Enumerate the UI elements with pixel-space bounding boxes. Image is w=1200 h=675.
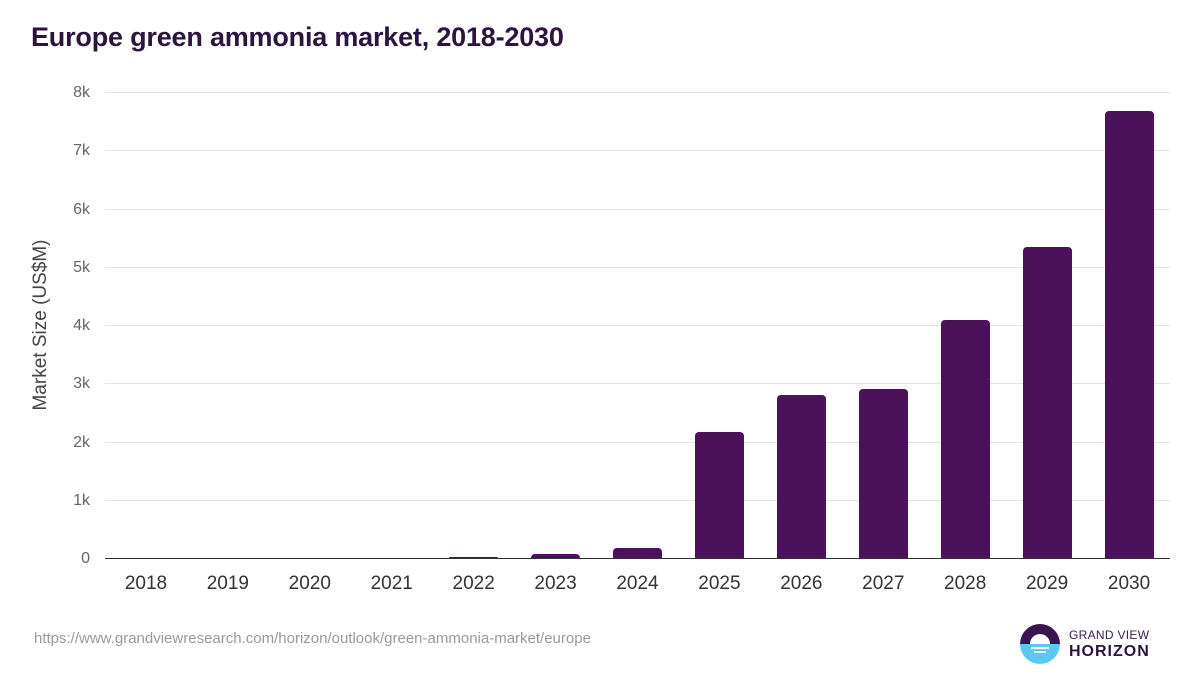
x-tick-label: 2027: [862, 573, 905, 594]
bar-2023[interactable]: [531, 553, 581, 558]
gridline: [105, 267, 1170, 268]
y-tick-label: 5k: [73, 258, 90, 276]
x-tick-label: 2020: [288, 573, 331, 594]
bar-2025[interactable]: [694, 432, 744, 558]
y-tick-label: 0: [81, 550, 90, 567]
y-tick-label: 6k: [73, 200, 90, 218]
x-tick-label: 2023: [534, 573, 577, 594]
gridline: [105, 442, 1170, 443]
y-tick-label: 7k: [73, 142, 90, 160]
bar-2028[interactable]: [940, 319, 990, 558]
gridline: [105, 209, 1170, 210]
y-tick-label: 8k: [73, 84, 90, 101]
y-tick-label: 1k: [73, 491, 90, 509]
x-tick-label: 2025: [698, 573, 741, 594]
gridline: [105, 150, 1170, 151]
gridline: [105, 500, 1170, 501]
y-tick-label: 4k: [73, 317, 90, 334]
chart-title: Europe green ammonia market, 2018-2030: [31, 22, 564, 52]
x-tick-label: 2021: [370, 573, 413, 594]
logo-line2: HORIZON: [1069, 642, 1150, 660]
bar-2027[interactable]: [858, 389, 908, 558]
x-tick-label: 2022: [452, 573, 495, 594]
x-tick-label: 2030: [1107, 573, 1151, 594]
x-axis-line: [105, 558, 1170, 559]
bar-2022[interactable]: [449, 556, 499, 558]
bar-2026[interactable]: [776, 394, 826, 558]
x-tick-label: 2018: [124, 573, 168, 594]
x-tick-label: 2026: [780, 573, 823, 594]
bar-2030[interactable]: [1104, 111, 1154, 558]
gridline: [105, 325, 1170, 326]
gridline: [105, 92, 1170, 93]
plot-area: 0 1k 2k 3k 4k 5k 6k 7k 8k 2018 2019 2020 2021 2022 202…: [73, 84, 1170, 594]
x-tick-label: 2028: [944, 573, 987, 594]
y-tick-label: 3k: [73, 375, 90, 393]
bar-2029[interactable]: [1022, 246, 1072, 558]
logo-line1: GRAND VIEW: [1069, 627, 1150, 642]
grand-view-horizon-logo: GRAND VIEW HORIZON: [1019, 623, 1169, 665]
bar-2024[interactable]: [613, 548, 662, 558]
x-tick-label: 2029: [1025, 573, 1069, 594]
source-url[interactable]: https://www.grandviewresearch.com/horizo…: [34, 630, 591, 647]
x-tick-label: 2024: [616, 573, 659, 594]
gridline: [105, 383, 1170, 384]
y-tick-label: 2k: [73, 433, 90, 451]
x-tick-label: 2019: [206, 573, 250, 594]
horizon-sun-icon: [1020, 624, 1060, 664]
